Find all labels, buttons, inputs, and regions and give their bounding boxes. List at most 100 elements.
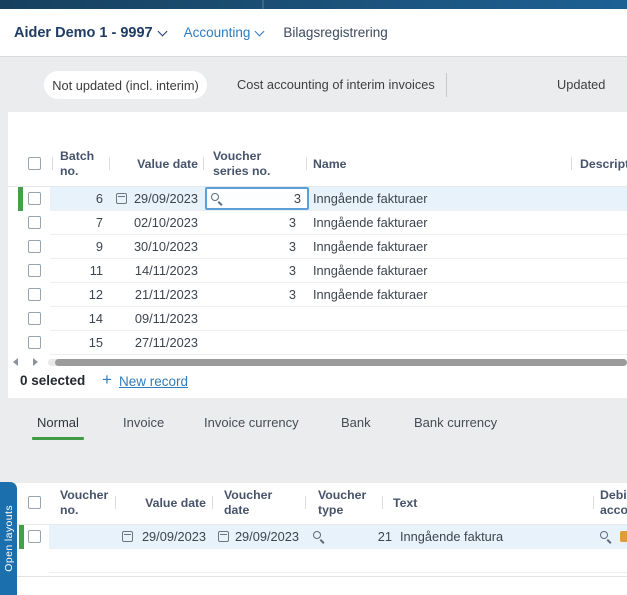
row-checkbox[interactable] <box>28 288 41 301</box>
voucher-series-cell[interactable]: 3 <box>288 239 296 254</box>
scroll-left-arrow[interactable] <box>13 358 18 366</box>
name-cell[interactable]: Inngående fakturaer <box>313 287 428 302</box>
batch-no-cell[interactable]: 9 <box>95 239 103 254</box>
module-selector[interactable]: Accounting <box>183 25 265 40</box>
batch-row[interactable]: 12 21/11/2023 3 Inngående fakturaer <box>8 283 627 307</box>
col-voucher-no[interactable]: Voucher no. <box>60 488 109 518</box>
voucher-row-empty[interactable] <box>16 549 627 573</box>
voucher-series-focused-cell[interactable]: 3 <box>205 187 309 210</box>
select-all-checkbox[interactable] <box>28 496 41 509</box>
batch-row[interactable]: 15 27/11/2023 <box>8 331 627 355</box>
row-checkbox[interactable] <box>28 312 41 325</box>
column-divider <box>212 496 213 509</box>
calendar-icon[interactable] <box>122 531 133 542</box>
name-cell[interactable]: Inngående fakturaer <box>313 239 428 254</box>
value-date-cell[interactable]: 29/09/2023 <box>133 191 198 206</box>
voucher-type-cell[interactable]: 21 <box>377 529 392 544</box>
batch-row[interactable]: 6 29/09/2023 3 Inngående fakturaer <box>8 187 627 211</box>
voucher-series-cell[interactable]: 3 <box>288 287 296 302</box>
search-icon[interactable] <box>313 531 325 543</box>
batch-table: Batch no. Value date Voucher series no. … <box>8 112 627 398</box>
col-batch-no[interactable]: Batch no. <box>60 149 95 179</box>
voucher-table-header: Voucher no. Value date Voucher date Vouc… <box>16 483 627 525</box>
row-checkbox[interactable] <box>28 530 41 543</box>
col-name[interactable]: Name <box>313 157 347 171</box>
scroll-right-arrow[interactable] <box>33 358 38 366</box>
col-value-date[interactable]: Value date <box>137 157 198 171</box>
active-tab-underline <box>32 437 84 440</box>
calendar-icon[interactable] <box>218 531 229 542</box>
col-voucher-date[interactable]: Voucher date <box>224 488 273 518</box>
select-all-checkbox[interactable] <box>28 157 41 170</box>
name-cell[interactable]: Inngående fakturaer <box>313 191 428 206</box>
value-date-cell[interactable]: 21/11/2023 <box>134 287 198 302</box>
batch-no-cell[interactable]: 14 <box>88 311 103 326</box>
value-date-cell[interactable]: 02/10/2023 <box>133 215 198 230</box>
col-value-date[interactable]: Value date <box>145 496 206 510</box>
col-voucher-series-no[interactable]: Voucher series no. <box>213 149 271 179</box>
batch-no-cell[interactable]: 11 <box>89 263 103 278</box>
batch-no-cell[interactable]: 12 <box>88 287 103 302</box>
row-background <box>50 211 627 235</box>
voucher-series-cell[interactable]: 3 <box>288 263 296 278</box>
batch-row[interactable]: 7 02/10/2023 3 Inngående fakturaer <box>8 211 627 235</box>
batch-row[interactable]: 9 30/10/2023 3 Inngående fakturaer <box>8 235 627 259</box>
name-cell[interactable]: Inngående fakturaer <box>313 263 428 278</box>
col-description[interactable]: Description <box>580 157 627 171</box>
plus-icon[interactable]: + <box>102 370 112 389</box>
company-selector[interactable]: Aider Demo 1 - 9997 <box>14 24 168 41</box>
row-background <box>50 259 627 283</box>
row-checkbox[interactable] <box>28 192 41 205</box>
batch-no-cell[interactable]: 15 <box>88 335 103 350</box>
column-divider <box>305 496 306 509</box>
batch-row[interactable]: 14 09/11/2023 <box>8 307 627 331</box>
voucher-row[interactable]: 29/09/2023 29/09/2023 21 Inngående faktu… <box>16 525 627 549</box>
row-checkbox[interactable] <box>28 264 41 277</box>
voucher-date-cell[interactable]: 29/09/2023 <box>234 529 299 544</box>
name-cell[interactable]: Inngående fakturaer <box>313 215 428 230</box>
tab-bank[interactable]: Bank <box>341 415 371 430</box>
app-top-bar <box>0 0 627 9</box>
value-date-cell[interactable]: 30/10/2023 <box>133 239 198 254</box>
column-divider <box>593 496 594 509</box>
col-text[interactable]: Text <box>393 496 418 510</box>
row-checkbox[interactable] <box>28 216 41 229</box>
col-voucher-type[interactable]: Voucher type <box>318 488 367 518</box>
value-date-cell[interactable]: 27/11/2023 <box>134 335 198 350</box>
text-cell[interactable]: Inngående faktura <box>400 529 504 544</box>
value-date-cell[interactable]: 09/11/2023 <box>134 311 198 326</box>
calendar-icon[interactable] <box>116 193 127 204</box>
voucher-series-cell[interactable]: 3 <box>288 215 296 230</box>
module-name: Accounting <box>183 25 251 40</box>
column-divider <box>306 157 307 170</box>
search-icon[interactable] <box>600 531 612 543</box>
tab-invoice[interactable]: Invoice <box>123 415 165 430</box>
tab-updated[interactable]: Updated <box>557 77 606 92</box>
row-background <box>50 235 627 259</box>
row-checkbox[interactable] <box>28 336 41 349</box>
search-icon[interactable] <box>211 193 223 205</box>
company-name: Aider Demo 1 - 9997 <box>14 24 153 41</box>
tab-bank-currency[interactable]: Bank currency <box>414 415 498 430</box>
row-checkbox[interactable] <box>28 240 41 253</box>
column-divider <box>52 157 53 170</box>
value-date-cell[interactable]: 29/09/2023 <box>141 529 206 544</box>
value-date-cell[interactable]: 14/11/2023 <box>134 263 198 278</box>
tab-normal[interactable]: Normal <box>37 415 79 430</box>
batch-row[interactable]: 11 14/11/2023 3 Inngående fakturaer <box>8 259 627 283</box>
scrollbar-thumb[interactable] <box>55 359 627 366</box>
new-record-link[interactable]: New record <box>119 374 189 389</box>
open-layouts-tab[interactable]: Open layouts <box>0 482 17 595</box>
tab-not-updated[interactable]: Not updated (incl. interim) <box>44 71 207 99</box>
chevron-down-icon <box>157 26 168 37</box>
tab-invoice-currency[interactable]: Invoice currency <box>204 415 299 430</box>
batch-no-cell[interactable]: 6 <box>95 191 103 206</box>
batch-no-cell[interactable]: 7 <box>95 215 103 230</box>
voucher-series-cell[interactable]: 3 <box>293 191 301 206</box>
tab-cost-accounting[interactable]: Cost accounting of interim invoices <box>237 77 435 92</box>
main-tabstrip: Not updated (incl. interim) Cost account… <box>0 56 627 112</box>
row-highlight <box>50 187 627 211</box>
col-debit-account[interactable]: Debit account <box>600 488 627 518</box>
clipped-orange-icon <box>620 531 627 542</box>
row-status-indicator <box>19 525 24 549</box>
